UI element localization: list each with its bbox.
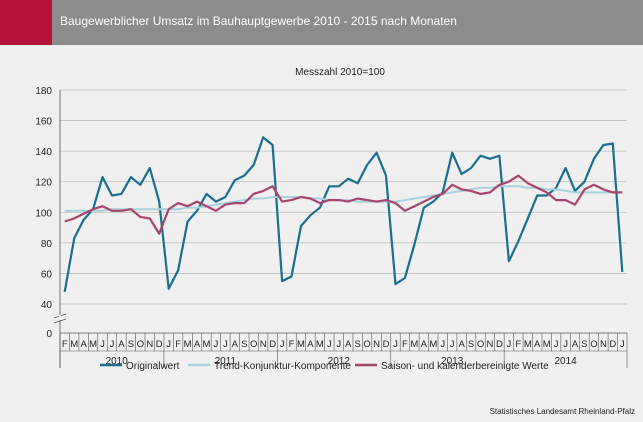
x-tick-label: D — [269, 339, 276, 350]
axis-break-gap — [59, 315, 61, 320]
x-tick-label: J — [440, 339, 445, 350]
x-tick-label: J — [214, 339, 219, 350]
y-tick-label: 140 — [35, 147, 52, 158]
legend-label-1: Originalwert — [126, 361, 180, 372]
x-tick-label: J — [563, 339, 568, 350]
y-tick-label: 80 — [41, 239, 53, 250]
y-tick-label: 160 — [35, 117, 52, 128]
x-tick-label: F — [175, 339, 181, 350]
y-tick-label: 180 — [35, 86, 52, 97]
x-tick-label: A — [307, 339, 314, 350]
y-tick-label: 120 — [35, 178, 52, 189]
y-tick-label: 60 — [41, 269, 53, 280]
x-tick-label: J — [100, 339, 105, 350]
x-tick-label: O — [137, 339, 144, 350]
y-tick-label: 40 — [41, 300, 53, 311]
x-tick-label: N — [373, 339, 380, 350]
x-tick-label: A — [118, 339, 125, 350]
x-tick-label: J — [507, 339, 512, 350]
x-tick-label: S — [581, 339, 587, 350]
x-tick-label: F — [515, 339, 521, 350]
x-tick-label: O — [477, 339, 484, 350]
x-tick-label: A — [194, 339, 201, 350]
x-tick-label: S — [355, 339, 361, 350]
x-tick-label: M — [184, 339, 192, 350]
year-label: 2013 — [441, 356, 464, 367]
x-tick-label: D — [496, 339, 503, 350]
year-label: 2010 — [106, 356, 129, 367]
x-tick-label: O — [250, 339, 257, 350]
header-bar — [0, 0, 643, 45]
x-tick-label: A — [345, 339, 352, 350]
x-tick-label: O — [363, 339, 370, 350]
x-tick-label: J — [223, 339, 228, 350]
x-tick-label: D — [383, 339, 390, 350]
legend-label-2: Trend-Konjunktur-Komponente — [214, 361, 351, 372]
plot-area — [60, 90, 627, 333]
chart-title: Baugewerblicher Umsatz im Bauhauptgewerb… — [60, 14, 457, 28]
series-line-3 — [64, 174, 623, 235]
header-accent — [0, 0, 52, 45]
chart-subtitle: Messzahl 2010=100 — [295, 67, 385, 78]
x-tick-label: J — [336, 339, 341, 350]
x-tick-label: J — [554, 339, 559, 350]
x-tick-label: A — [232, 339, 239, 350]
y-tick-label: 100 — [35, 208, 52, 219]
x-tick-label: A — [572, 339, 579, 350]
x-tick-label: S — [241, 339, 247, 350]
x-tick-label: M — [524, 339, 532, 350]
x-tick-label: M — [297, 339, 305, 350]
y-tick-label: 0 — [46, 329, 52, 340]
series-line-1 — [63, 136, 624, 292]
x-tick-label: J — [327, 339, 332, 350]
x-tick-label: J — [166, 339, 171, 350]
year-label: 2012 — [328, 356, 351, 367]
x-tick-label: N — [260, 339, 267, 350]
source-note: Statistisches Landesamt Rheinland-Pfalz — [489, 407, 635, 416]
x-tick-label: M — [410, 339, 418, 350]
x-tick-label: F — [289, 339, 295, 350]
x-tick-label: J — [280, 339, 285, 350]
legend-label-3: Saison- und kalenderbereinigte Werte — [381, 361, 549, 372]
x-tick-label: A — [458, 339, 465, 350]
x-tick-label: N — [146, 339, 153, 350]
x-tick-label: F — [402, 339, 408, 350]
x-tick-label: A — [80, 339, 87, 350]
x-tick-label: M — [89, 339, 97, 350]
x-tick-label: D — [609, 339, 616, 350]
x-tick-label: N — [600, 339, 607, 350]
x-tick-label: M — [70, 339, 78, 350]
line-chart: Messzahl 2010=100 0 40 60 80 100 120 140 160 180… — [35, 67, 628, 372]
year-label: 2011 — [215, 356, 237, 367]
x-tick-label: S — [468, 339, 474, 350]
x-tick-label: M — [316, 339, 324, 350]
x-tick-label: M — [543, 339, 551, 350]
x-tick-label: M — [429, 339, 437, 350]
year-label: 2014 — [554, 356, 577, 367]
x-tick-label: A — [421, 339, 428, 350]
x-tick-label: M — [203, 339, 211, 350]
x-tick-label: J — [620, 339, 625, 350]
x-tick-label: F — [62, 339, 68, 350]
x-tick-label: A — [534, 339, 541, 350]
x-tick-label: J — [450, 339, 455, 350]
x-tick-label: D — [156, 339, 163, 350]
x-tick-label: J — [393, 339, 398, 350]
x-tick-label: N — [487, 339, 494, 350]
x-tick-label: S — [128, 339, 134, 350]
x-tick-label: J — [110, 339, 115, 350]
x-tick-label: O — [590, 339, 597, 350]
